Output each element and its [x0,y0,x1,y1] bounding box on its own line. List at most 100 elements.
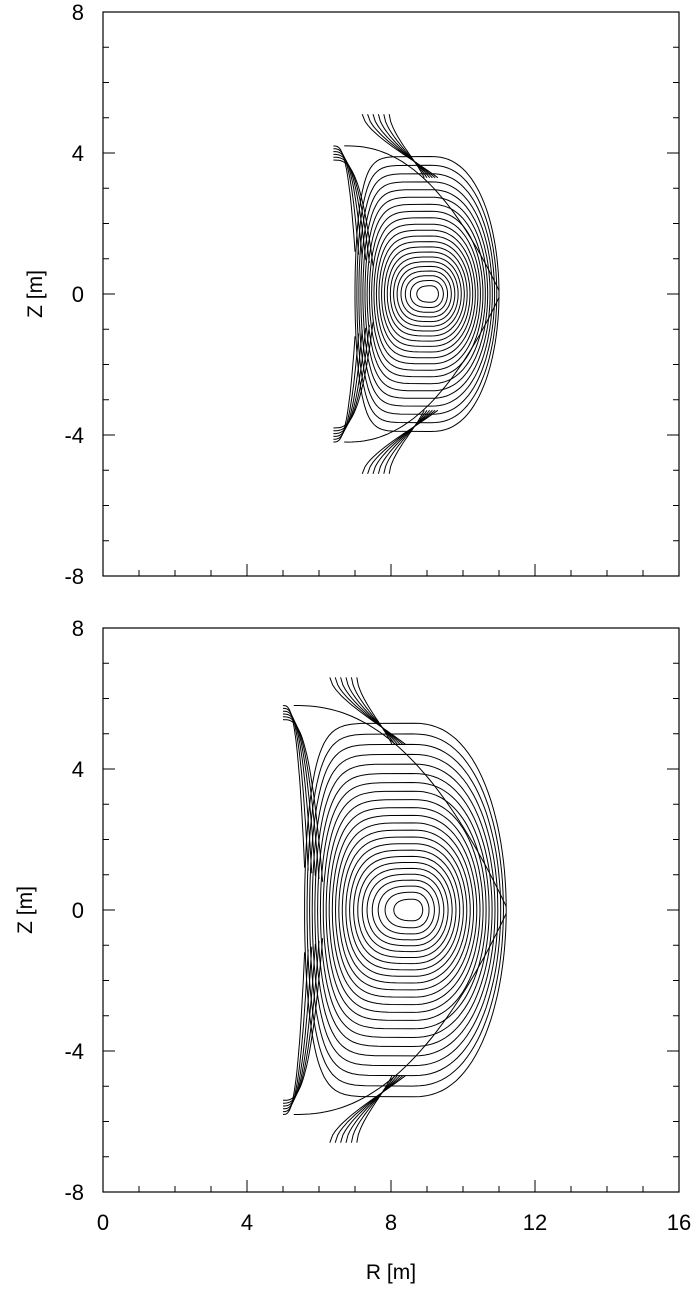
flux-surface [338,829,471,991]
flux-surface [311,753,499,1067]
flux-surface [371,879,440,941]
bottom-panel: 8 4 0 -4 -8 0 4 8 12 16 Z [m] R [m] [14,616,691,1284]
lower-separatrix [344,297,500,443]
upper-inner-leg [283,710,313,874]
lower-inner-leg [283,938,324,1101]
upper-separatrix [293,705,507,907]
x-axis-label: R [m] [366,1261,416,1284]
lower-inner-leg [282,952,306,1115]
flux-surface [389,256,462,332]
bottom-flux-surfaces [282,677,507,1143]
flux-surface [331,814,478,1006]
top-panel: 8 4 0 -4 -8 Z [m] [24,0,680,589]
flux-surface [381,241,471,347]
upper-inner-leg [283,713,316,877]
bottom-plot-frame [102,627,680,1193]
y-tick-label: 8 [72,0,84,25]
flux-surface [400,270,452,318]
flux-surface [356,164,498,424]
flux-surface [341,836,468,984]
x-tick-label: 8 [385,1210,397,1235]
flux-surface [353,855,457,965]
flux-surface [325,799,484,1021]
y-tick-label: 0 [72,898,84,923]
lower-divertor-leg [345,1075,398,1143]
y-tick-label: 4 [72,757,84,782]
lower-divertor-leg [340,1075,401,1143]
lower-divertor-leg [372,409,433,474]
x-tick-label: 0 [97,1210,109,1235]
flux-surface [386,251,465,337]
upper-inner-leg [283,716,320,880]
bottom-ticks [102,627,680,1193]
upper-divertor-leg [383,114,428,178]
lower-separatrix [293,913,507,1115]
upper-inner-leg [333,159,374,266]
lower-divertor-leg [388,410,425,474]
lower-inner-leg [283,946,313,1110]
flux-surface [366,873,445,947]
flux-surface [396,265,456,323]
flux-surface [345,843,464,977]
upper-inner-leg [282,719,324,882]
flux-surface [404,275,449,313]
upper-separatrix [344,145,500,291]
upper-divertor-leg [329,677,406,745]
flux-surface [371,217,481,371]
flux-surface [328,807,481,1013]
upper-divertor-leg [345,677,398,745]
flux-surface [416,285,439,303]
x-tick-label: 4 [241,1210,253,1235]
y-tick-label: -8 [64,1180,84,1205]
bottom-y-axis-label: Z [m] [14,886,37,934]
flux-surface [358,173,496,415]
lower-inner-leg [283,943,316,1107]
y-tick-label: -4 [64,423,84,448]
upper-inner-leg [283,707,309,871]
lower-divertor-leg [329,1075,406,1143]
flux-surface [373,223,479,365]
y-tick-label: -8 [64,564,84,589]
flux-surface [314,763,496,1057]
x-tick-label: 16 [667,1210,691,1235]
lower-divertor-leg [350,1075,396,1143]
top-y-tick-labels: 8 4 0 -4 -8 [64,0,84,589]
lower-divertor-leg [356,1075,393,1143]
flux-surface [354,155,500,433]
y-tick-label: 8 [72,616,84,641]
flux-surface [393,261,459,327]
y-tick-label: 4 [72,141,84,166]
upper-inner-leg [282,705,306,868]
flux-surface [409,280,444,308]
lower-inner-leg [333,333,360,440]
flux-surface [377,885,435,935]
lower-inner-leg [283,949,309,1113]
lower-inner-leg [333,322,374,429]
flux-surface [368,210,484,378]
top-flux-surfaces [333,114,500,474]
flux-surface [319,781,490,1039]
lower-divertor-leg [383,410,428,474]
top-ticks [102,11,680,577]
upper-divertor-leg [388,114,425,178]
upper-divertor-leg [356,677,393,745]
x-tick-label: 12 [523,1210,547,1235]
lower-divertor-leg [367,409,436,474]
upper-divertor-leg [350,677,396,745]
flux-surface [357,862,453,958]
lower-divertor-leg [334,1075,404,1143]
lower-divertor-leg [361,409,439,474]
upper-divertor-leg [372,114,433,179]
flux-surface [378,235,474,353]
upper-inner-leg [333,145,356,252]
upper-inner-leg [333,148,360,255]
flux-surface [322,790,487,1030]
flux-surface [360,181,493,407]
flux-surface [334,822,474,998]
top-y-axis-label: Z [m] [24,270,47,318]
lower-inner-leg [283,940,320,1104]
flux-surface [306,733,504,1087]
lower-inner-leg [333,336,356,443]
flux-surface [364,196,489,392]
